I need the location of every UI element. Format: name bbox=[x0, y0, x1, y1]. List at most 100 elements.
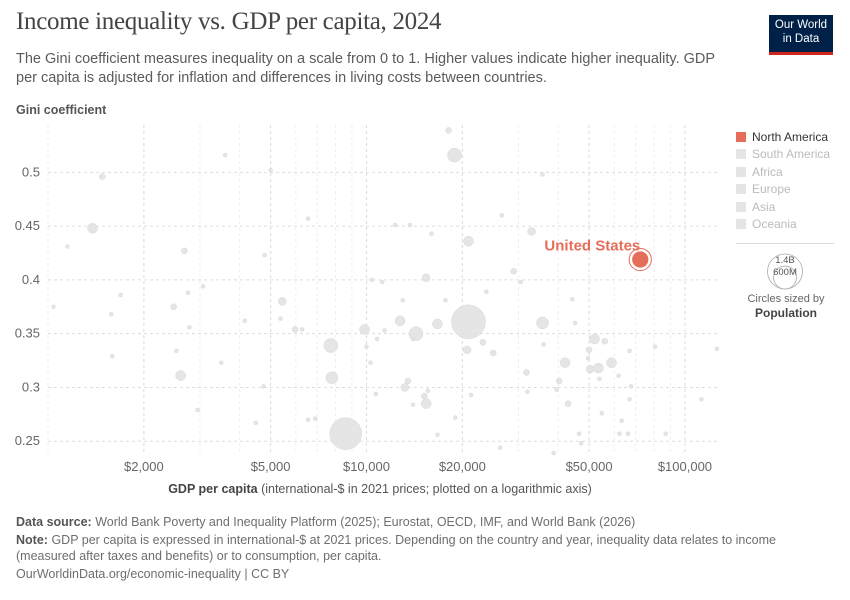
country-point bbox=[484, 289, 489, 294]
y-tick-label: 0.4 bbox=[22, 272, 40, 287]
x-tick-label: $10,000 bbox=[343, 459, 390, 474]
country-point bbox=[576, 431, 582, 436]
country-point bbox=[299, 327, 305, 332]
country-point bbox=[617, 431, 622, 436]
country-point bbox=[585, 346, 593, 354]
country-point bbox=[195, 407, 200, 413]
country-point bbox=[570, 297, 575, 302]
country-point bbox=[410, 336, 416, 342]
country-point bbox=[98, 173, 106, 180]
country-point bbox=[404, 377, 412, 385]
country-point bbox=[432, 318, 443, 330]
country-point bbox=[616, 373, 621, 378]
x-tick-label: $2,000 bbox=[124, 459, 164, 474]
label-united-states: United States bbox=[544, 237, 640, 254]
country-point bbox=[625, 431, 631, 436]
legend-item-asia[interactable]: Asia bbox=[736, 198, 830, 216]
country-point bbox=[253, 420, 258, 426]
country-point bbox=[421, 273, 431, 282]
country-point bbox=[714, 346, 720, 351]
note-text: GDP per capita is expressed in internati… bbox=[16, 533, 776, 563]
legend-item-oceania[interactable]: Oceania bbox=[736, 216, 830, 234]
country-point bbox=[536, 316, 549, 330]
x-tick-label: $100,000 bbox=[658, 459, 712, 474]
country-point bbox=[242, 318, 248, 324]
logo-text: Our World in Data bbox=[774, 19, 828, 45]
legend-swatch bbox=[736, 131, 746, 142]
country-point bbox=[523, 369, 530, 376]
country-point bbox=[65, 244, 70, 249]
country-point bbox=[479, 339, 487, 346]
country-point bbox=[451, 304, 486, 340]
country-point bbox=[368, 360, 373, 365]
x-tick-label: $5,000 bbox=[251, 459, 291, 474]
legend-item-north-america[interactable]: North America bbox=[736, 128, 830, 146]
country-point bbox=[421, 392, 428, 400]
y-tick-label: 0.35 bbox=[15, 326, 40, 341]
country-point bbox=[463, 235, 474, 247]
country-point bbox=[597, 376, 602, 382]
country-point bbox=[599, 411, 605, 416]
country-point bbox=[572, 320, 578, 326]
country-point bbox=[305, 417, 311, 422]
y-tick-label: 0.5 bbox=[22, 164, 40, 179]
country-point bbox=[540, 172, 545, 177]
country-point bbox=[425, 388, 431, 393]
chart-subtitle: The Gini coefficient measures inequality… bbox=[16, 51, 715, 86]
country-point bbox=[589, 333, 600, 345]
country-point bbox=[699, 397, 704, 402]
country-point bbox=[443, 298, 448, 303]
country-point bbox=[364, 344, 369, 349]
legend-item-south-america[interactable]: South America bbox=[736, 146, 830, 164]
country-point bbox=[118, 292, 123, 298]
country-point bbox=[606, 357, 617, 368]
country-point bbox=[628, 384, 634, 389]
country-point bbox=[555, 377, 563, 385]
country-point bbox=[394, 315, 406, 327]
country-point bbox=[373, 391, 379, 397]
legend-item-africa[interactable]: Africa bbox=[736, 163, 830, 181]
legend-item-europe[interactable]: Europe bbox=[736, 181, 830, 199]
note-label: Note: bbox=[16, 533, 48, 547]
country-point bbox=[564, 400, 572, 407]
country-point bbox=[652, 344, 658, 349]
point-united-states bbox=[631, 250, 650, 269]
country-point bbox=[219, 360, 224, 365]
country-point bbox=[489, 349, 497, 357]
country-point bbox=[175, 370, 186, 381]
country-point bbox=[452, 415, 458, 420]
country-point bbox=[185, 290, 191, 296]
size-note-text: Circles sized by bbox=[747, 293, 825, 305]
owid-logo[interactable]: Our World in Data bbox=[769, 15, 833, 55]
highlight-ring bbox=[628, 247, 652, 272]
country-point bbox=[578, 441, 584, 446]
country-point bbox=[518, 279, 523, 285]
x-tick-label: $20,000 bbox=[439, 459, 486, 474]
country-point bbox=[278, 316, 283, 321]
country-point bbox=[627, 348, 632, 354]
legend-label: Europe bbox=[752, 182, 791, 197]
source-link[interactable]: OurWorldinData.org/economic-inequality |… bbox=[16, 567, 290, 581]
country-point bbox=[222, 152, 228, 158]
country-point bbox=[407, 222, 413, 228]
y-tick-label: 0.45 bbox=[15, 218, 40, 233]
country-point bbox=[181, 247, 188, 255]
size-legend-note: Circles sized by Population bbox=[736, 292, 836, 321]
country-point bbox=[601, 337, 608, 345]
source-text: World Bank Poverty and Inequality Platfo… bbox=[95, 515, 636, 529]
country-point bbox=[379, 279, 385, 285]
country-point bbox=[593, 362, 604, 374]
size-legend-circle bbox=[773, 265, 797, 290]
country-point bbox=[499, 213, 505, 218]
country-point bbox=[435, 432, 440, 438]
country-point bbox=[551, 450, 556, 456]
chart-title: Income inequality vs. GDP per capita, 20… bbox=[16, 8, 442, 35]
legend-swatch bbox=[736, 166, 746, 177]
x-axis-label: GDP per capita (international-$ in 2021 … bbox=[0, 482, 760, 496]
country-point bbox=[109, 312, 114, 317]
country-point bbox=[174, 348, 179, 354]
country-point bbox=[462, 345, 472, 355]
x-axis-label-detail: (international-$ in 2021 prices; plotted… bbox=[261, 482, 592, 496]
y-axis-label: Gini coefficient bbox=[16, 103, 107, 117]
source-label: Data source: bbox=[16, 515, 92, 529]
